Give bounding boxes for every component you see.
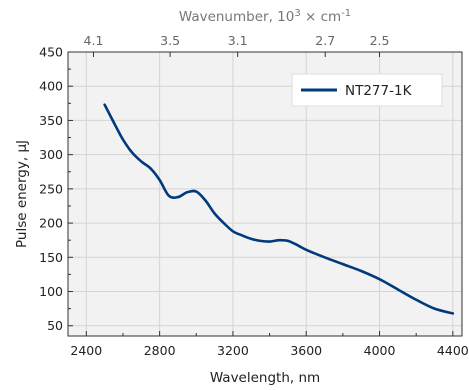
y-tick-label: 300 <box>39 147 63 162</box>
x-tick-label: 3200 <box>217 343 249 358</box>
x-tick-label: 2400 <box>70 343 102 358</box>
x-tick-label: 2800 <box>144 343 176 358</box>
y-tick-label: 100 <box>39 284 63 299</box>
top-tick-label: 2.5 <box>370 33 390 48</box>
series-line-nt277-1k <box>103 103 455 315</box>
y-tick-label: 450 <box>39 45 63 60</box>
y-tick-label: 150 <box>39 250 63 265</box>
y-tick-label: 50 <box>47 318 63 333</box>
y-axis-title: Pulse energy, μJ <box>14 140 30 248</box>
x-tick-label: 4400 <box>437 343 469 358</box>
x-axis-title: Wavelength, nm <box>210 370 320 386</box>
legend-label: NT277-1K <box>345 83 413 99</box>
y-tick-label: 250 <box>39 181 63 196</box>
top-tick-label: 2.7 <box>315 33 335 48</box>
tick-marks <box>68 51 454 336</box>
legend: NT277-1K <box>291 73 443 107</box>
x-tick-label: 3600 <box>290 343 322 358</box>
top-tick-label: 4.1 <box>84 33 104 48</box>
top-tick-label: 3.1 <box>228 33 248 48</box>
x-tick-label: 4000 <box>364 343 396 358</box>
top-tick-label: 3.5 <box>160 33 180 48</box>
y-tick-label: 200 <box>39 216 63 231</box>
plot-frame <box>67 51 463 337</box>
series-layer <box>103 103 455 315</box>
y-tick-label: 400 <box>39 79 63 94</box>
tick-labels: 2400 2800 3200 3600 4000 4400 50 100 150 200 250 30… <box>39 33 469 358</box>
y-tick-label: 350 <box>39 113 63 128</box>
top-axis-title: Wavenumber, 103 × cm-1 <box>179 8 351 25</box>
